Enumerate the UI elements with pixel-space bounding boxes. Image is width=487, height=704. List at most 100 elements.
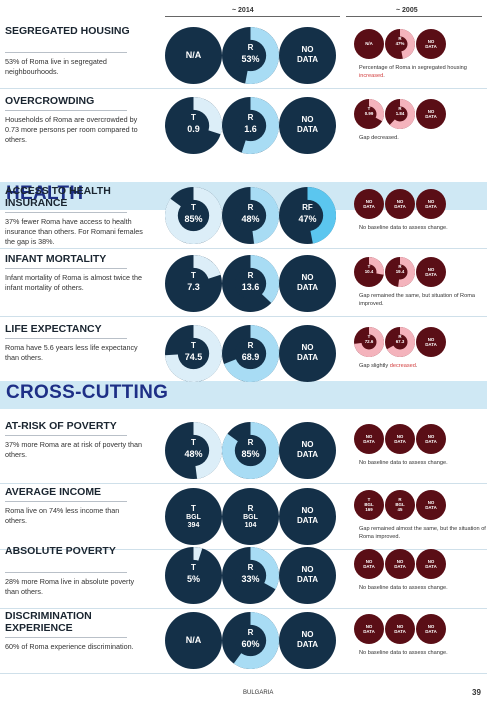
circle-2005-1: NO DATA [354,424,384,454]
circle-2005-value: DATA [425,505,437,510]
circle-2005-label: NO [396,434,404,439]
circle-2014-label: T [191,203,196,212]
header-2014: ~ 2014 [232,7,254,14]
circle-2005-label: T [367,264,371,269]
circle-2005-label: NO [365,624,373,629]
circle-2014-3: NO DATA [279,488,336,545]
circle-2014-1: T 74.5 [165,325,222,382]
circle-2005-label: T [367,497,371,502]
indicator-overcrowding: OVERCROWDING Households of Roma are overc… [0,95,487,155]
circle-2005-label: NO [365,199,373,204]
indicator-description: 37% fewer Roma have access to health ins… [5,217,143,246]
change-note: Gap slightly decreased. [359,362,487,370]
indicator-segregated-housing: SEGREGATED HOUSING 53% of Roma live in se… [0,25,487,85]
indicator-at-risk-of-poverty: AT-RISK OF POVERTY 37% more Roma are at r… [0,420,487,480]
circle-2014-2: R 48% [222,187,279,244]
circle-2005-value: BGL 169 [364,502,374,512]
circle-2014-value: 7.3 [187,282,200,292]
circle-2005-label: NO [427,199,435,204]
indicator-description: 53% of Roma live in segregated neighbour… [5,57,107,76]
circle-2005-value: DATA [425,44,437,49]
change-note: Gap remained the same, but situation of … [359,292,487,308]
circle-2014-value: 48% [184,449,203,459]
indicator-description: 37% more Roma are at risk of poverty tha… [5,440,143,459]
circle-2014-label: T [191,563,196,572]
circle-2014-label: R [247,341,254,350]
circle-2014-value: BGL 394 [186,514,201,529]
circle-2005-value: DATA [425,629,437,634]
circle-2005-3: NO DATA [416,490,446,520]
circle-2005-value: DATA [394,629,406,634]
circle-2014-2: R 1.6 [222,97,279,154]
circle-2005-1: NO DATA [354,549,384,579]
indicator-description: Roma have 5.6 years less life expectancy… [5,343,138,362]
title-rule [5,637,127,638]
circle-2005-label: R [398,497,402,502]
indicator-description: 28% more Roma live in absolute poverty t… [5,577,135,596]
row-separator [0,248,487,249]
circle-2005-label: T [367,106,371,111]
circle-2014-2: R 33% [222,547,279,604]
circle-2014-3: NO DATA [279,612,336,669]
circle-2005-value: DATA [425,342,437,347]
circle-2005-label: R [398,264,402,269]
circle-2005-value: DATA [425,272,437,277]
change-note-text: Gap remained almost the same, but the si… [359,526,486,540]
indicator-life-expectancy: LIFE EXPECTANCY Roma have 5.6 years less … [0,323,487,383]
circle-2014-label: R [247,628,254,637]
change-note-text: Gap slightly [359,363,390,369]
circle-2014-label: T [191,113,196,122]
circle-2005-3: NO DATA [416,189,446,219]
indicator-description: Roma live on 74% less income than others… [5,506,120,525]
circle-2005-label: R [398,36,402,41]
circle-2014-label: T [191,341,196,350]
circle-2005-value: DATA [394,439,406,444]
indicator-infant-mortality: INFANT MORTALITY Infant mortality of Roma… [0,253,487,313]
circle-2005-label: NO [427,559,435,564]
circle-2005-label: NO [427,109,435,114]
circle-2005-label: T [367,334,371,339]
circle-2005-value: DATA [425,204,437,209]
circle-2005-value: BGL 45 [395,502,405,512]
indicator-description: 60% of Roma experience discrimination. [5,642,134,651]
change-note: No baseline data to assess change. [359,459,487,467]
circle-2014-1: N/A [165,27,222,84]
circle-2005-value: DATA [425,439,437,444]
circle-2014-label: T [191,271,196,280]
circle-2014-label: RF [302,203,313,212]
circle-2014-value: DATA [296,516,319,525]
circle-2005-1: T 72.6 [354,327,384,357]
circle-2014-2: R 60% [222,612,279,669]
circle-2005-label: NO [396,624,404,629]
circle-2014-value: DATA [296,575,319,584]
circle-2005-label: NO [396,559,404,564]
circle-2014-2: R 13.6 [222,255,279,312]
row-separator [0,88,487,89]
circle-2005-label: NO [427,267,435,272]
circle-2014-label: R [247,43,254,52]
circle-2014-1: T 48% [165,422,222,479]
indicator-access-to-health-insurance: ACCESS TO HEALTH INSURANCE 37% fewer Roma… [0,185,487,246]
header-rule-2014 [165,16,340,17]
change-note-text: . [383,73,385,79]
indicator-title: DISCRIMINATION EXPERIENCE [5,610,92,634]
circle-2014-value: 68.9 [241,352,260,362]
circle-2005-label: N/A [365,41,373,46]
circle-2014-value: DATA [296,125,319,134]
circle-2005-value: DATA [425,114,437,119]
row-separator [0,316,487,317]
circle-2005-label: NO [427,39,435,44]
title-rule [5,338,127,339]
page-number: 39 [472,688,481,697]
circle-2014-3: NO DATA [279,255,336,312]
circle-2005-3: NO DATA [416,327,446,357]
footer-country: BULGARIA [243,690,274,696]
circle-2005-value: DATA [425,564,437,569]
change-note: Gap decreased. [359,134,487,142]
header-rule-2005 [346,16,482,17]
indicator-description: Infant mortality of Roma is almost twice… [5,273,143,292]
circle-2014-label: N/A [185,635,202,645]
circle-2014-value: 53% [241,54,260,64]
circle-2014-1: T 85% [165,187,222,244]
circle-2005-label: NO [365,434,373,439]
